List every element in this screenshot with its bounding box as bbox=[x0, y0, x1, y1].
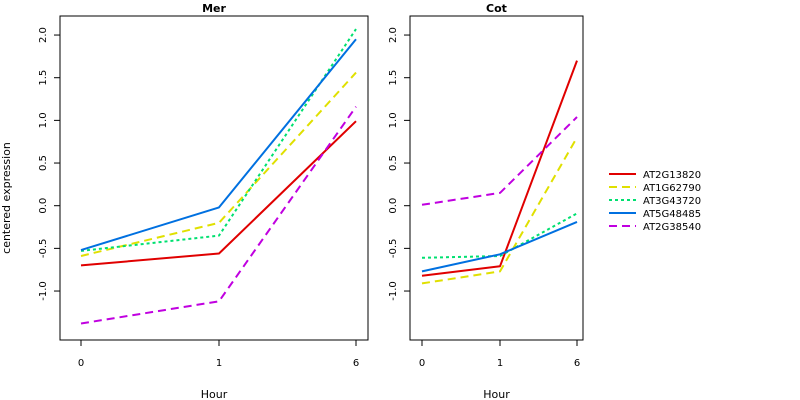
y-tick-label: -0.5 bbox=[388, 239, 399, 259]
series-line-at2g38540 bbox=[421, 116, 578, 206]
x-tick-label: 0 bbox=[78, 358, 84, 369]
y-tick-label: 0.0 bbox=[38, 198, 49, 214]
y-tick-label: 2.0 bbox=[388, 27, 399, 43]
series-line-at3g43720 bbox=[421, 212, 578, 259]
panel-mer: Mer -1.0 -0.5 0.0 0.5 1.0 1.5 2.0 0 1 6 Hour bbox=[38, 2, 369, 400]
panel-title: Mer bbox=[202, 2, 226, 15]
legend: AT2G13820 AT1G62790 AT3G43720 AT5G48485 AT2G… bbox=[609, 170, 701, 233]
x-axis-title: Hour bbox=[201, 388, 228, 400]
panel-title: Cot bbox=[486, 2, 507, 15]
legend-label: AT2G38540 bbox=[643, 222, 701, 233]
x-tick-label: 1 bbox=[497, 358, 503, 369]
y-tick-label: 1.5 bbox=[38, 70, 49, 86]
legend-label: AT3G43720 bbox=[643, 196, 701, 207]
legend-label: AT1G62790 bbox=[643, 183, 701, 194]
series-line-at3g43720 bbox=[80, 28, 357, 252]
y-tick-label: -1.0 bbox=[38, 281, 49, 301]
y-tick-label: 0.5 bbox=[38, 155, 49, 171]
y-axis-title: centered expression bbox=[0, 142, 13, 254]
x-tick-label: 0 bbox=[419, 358, 425, 369]
plot-frame bbox=[409, 15, 584, 341]
series-line-at2g38540 bbox=[80, 106, 357, 325]
y-tick-label: -0.5 bbox=[38, 239, 49, 259]
y-tick-label: 1.0 bbox=[388, 112, 399, 128]
y-tick-label: 1.5 bbox=[388, 70, 399, 86]
x-tick-label: 6 bbox=[574, 358, 580, 369]
legend-label: AT5G48485 bbox=[643, 209, 701, 220]
y-tick-label: -1.0 bbox=[388, 281, 399, 301]
x-axis-title: Hour bbox=[483, 388, 510, 400]
y-tick-label: 1.0 bbox=[38, 112, 49, 128]
y-tick-label: 0.5 bbox=[388, 155, 399, 171]
plot-frame bbox=[59, 15, 369, 341]
series-line-at1g62790 bbox=[80, 71, 357, 257]
series-line-at5g48485 bbox=[80, 38, 357, 252]
series-line-at2g13820 bbox=[80, 120, 357, 267]
y-tick-label: 0.0 bbox=[388, 198, 399, 214]
x-tick-label: 6 bbox=[353, 358, 359, 369]
panel-cot: Cot -1.0 -0.5 0.0 0.5 1.0 1.5 2.0 0 1 6 Hour bbox=[388, 2, 584, 400]
series-line-at2g13820 bbox=[421, 60, 578, 277]
y-tick-label: 2.0 bbox=[38, 27, 49, 43]
legend-label: AT2G13820 bbox=[643, 170, 701, 181]
series-line-at5g48485 bbox=[421, 220, 578, 273]
x-tick-label: 1 bbox=[216, 358, 222, 369]
series-line-at1g62790 bbox=[421, 136, 578, 285]
